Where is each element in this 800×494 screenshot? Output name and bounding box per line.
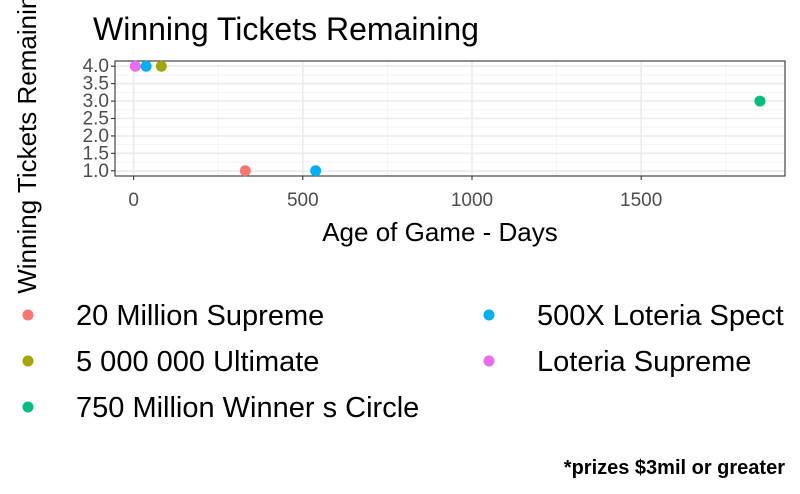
data-point [754,95,766,107]
data-point [155,60,167,72]
data-point [129,60,141,72]
legend-label: 500X Loteria Spect [537,300,784,332]
x-tick-label: 1000 [451,190,493,211]
legend-label: 20 Million Supreme [76,300,324,332]
x-tick-label: 0 [128,190,139,211]
y-tick-label: 3.5 [83,74,109,95]
y-tick-label: 2.5 [83,109,109,130]
legend-key [22,309,34,321]
legend-label: Loteria Supreme [537,346,751,378]
legend-key [483,309,495,321]
data-point [140,60,152,72]
x-tick-label: 500 [287,190,319,211]
legend-key [483,355,495,367]
x-axis-title: Age of Game - Days [322,217,558,247]
data-point [310,165,322,177]
legend-label: 5 000 000 Ultimate [76,346,319,378]
plot-panel: 0 500 1000 1500 1.01.52.02.53.03.54.0 [83,56,786,211]
x-tick-label: 1500 [620,190,662,211]
y-tick-label: 3.0 [83,91,109,112]
y-axis-title: Winning Tickets Remaining [12,0,42,294]
data-point [239,165,251,177]
chart-title: Winning Tickets Remaining [93,11,479,47]
y-tick-label: 2.0 [83,126,109,147]
y-tick-label: 1.5 [83,143,109,164]
y-tick-label: 1.0 [83,161,109,182]
legend: 20 Million Supreme 5 000 000 Ultimate 750 … [22,300,784,424]
legend-key [22,355,34,367]
legend-key [22,401,34,413]
caption: *prizes $3mil or greater [564,457,785,479]
legend-label: 750 Million Winner s Circle [76,392,419,424]
y-tick-label: 4.0 [83,56,109,77]
